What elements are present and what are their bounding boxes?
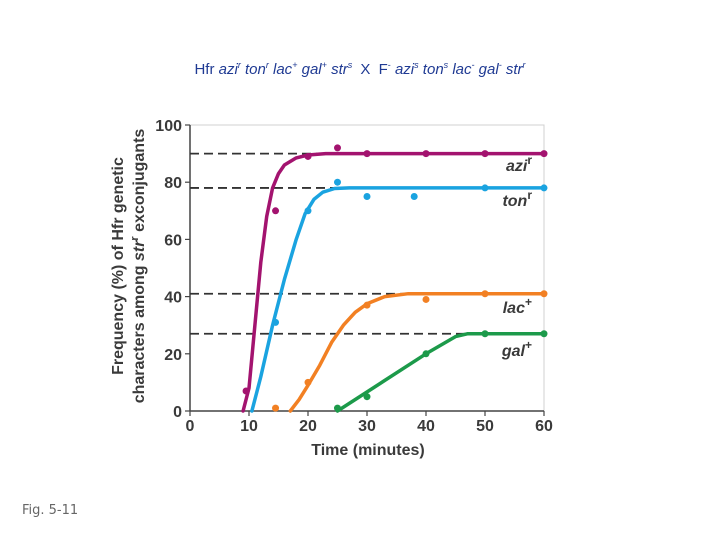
hfr-ton-allele: tonr [240,60,269,78]
azi-data-point [334,144,341,152]
hfr-genotype: azir tonr lac+ gal+ strs [218,60,353,78]
azi-data-point [242,387,250,395]
azi-data-point [422,150,430,158]
cross-title: Hfr azir tonr lac+ gal+ strs X F- azis t… [0,60,720,78]
y-tick-label: 40 [164,290,182,307]
hfr-gal-allele: gal+ [297,60,327,78]
figure-caption: Fig. 5-11 [22,503,79,518]
y-axis-title-line1: Frequency (%) of Hfr genetic [110,157,127,375]
ton-data-point [304,207,312,215]
ton-data-point [363,193,371,200]
lac-data-point [363,301,371,309]
f-azi-allele: azis [394,60,419,78]
ton-data-point [410,193,418,200]
hfr-azi-allele: azir [218,60,241,78]
y-tick-label: 60 [164,232,182,249]
lac-series-label: lac+ [503,295,532,317]
f-genotype: azis tons lac- gal- strr [394,60,526,78]
f-minus-label: F- [378,60,391,78]
lac-data-point [481,290,489,298]
plot-area: 0 10 20 30 40 50 60 0 20 40 60 80 100 azir tonr lac+ gal… [155,118,553,435]
gal-series-label: gal+ [501,338,532,360]
plot-frame [189,124,545,412]
y-tick-label: 100 [155,118,182,135]
azi-data-point [540,150,548,158]
gal-data-point [540,330,548,338]
azi-data-point [304,152,312,160]
ton-curve [250,186,546,413]
f-gal-allele: gal- [474,60,502,78]
x-tick-label: 60 [535,418,553,435]
azi-data-point [272,207,280,215]
hfr-label: Hfr [194,61,215,78]
azi-series-label: azir [506,153,532,175]
azi-data-point [481,150,489,158]
lac-data-point [540,290,548,298]
x-tick-label: 50 [476,418,494,435]
ton-data-point [481,184,489,192]
gal-data-point [334,404,341,412]
y-axis-title: Frequency (%) of Hfr genetic characters … [110,129,148,404]
gal-data-point [422,350,430,358]
f-str-allele: strr [501,60,526,78]
x-axis-title: Time (minutes) [311,442,425,459]
azi-curve [241,151,546,413]
f-ton-allele: tons [418,60,449,78]
y-axis-title-line2: characters among strr exconjugants [129,129,148,404]
x-tick-label: 20 [299,418,317,435]
lac-curve [288,291,546,413]
ton-data-point [540,184,548,192]
azi-data-point [363,150,371,158]
cross-symbol: X [360,61,371,78]
hfr-str-allele: strs [326,60,353,78]
ton-data-point [272,318,280,326]
gal-data-point [363,393,371,401]
y-tick-label: 20 [164,347,182,364]
lac-data-point [422,295,430,303]
y-tick-label: 80 [164,175,182,192]
x-tick-label: 0 [186,418,195,435]
lac-data-point [304,378,312,386]
ton-data-point [334,178,341,186]
lac-data-point [272,404,280,412]
gal-curve [335,332,546,413]
f-lac-allele: lac- [448,60,475,78]
x-tick-label: 30 [358,418,376,435]
x-tick-label: 10 [240,418,258,435]
x-tick-label: 40 [417,418,435,435]
gal-data-point [481,330,489,338]
hfr-lac-allele: lac+ [268,60,298,78]
ton-series-label: tonr [502,188,532,210]
y-tick-label: 0 [173,404,182,421]
